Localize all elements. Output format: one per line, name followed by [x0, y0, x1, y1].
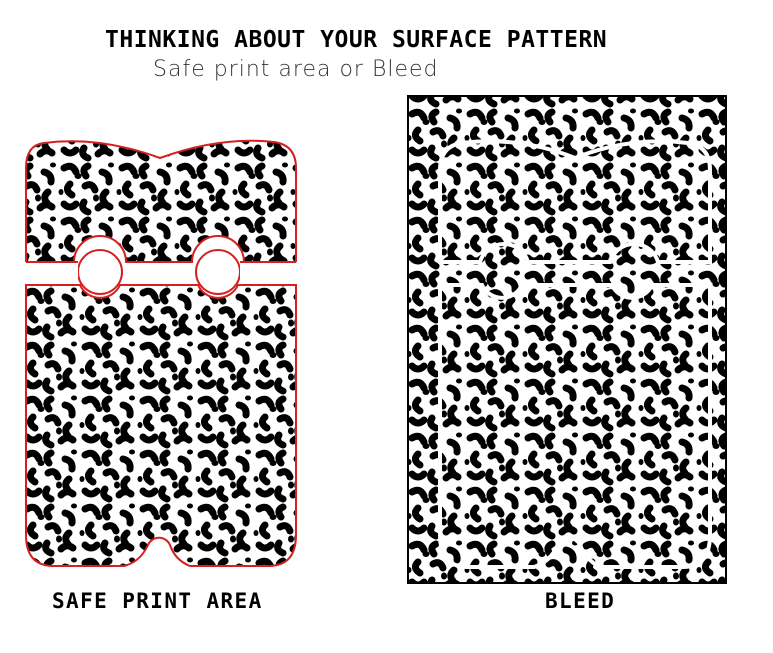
page-title: THINKING ABOUT YOUR SURFACE PATTERN: [105, 27, 608, 53]
bleed-guide-top: [438, 139, 712, 264]
safe-area-bottom-section: [25, 284, 297, 567]
page-subtitle: Safe print area or Bleed: [153, 57, 439, 82]
right-gap: [240, 262, 300, 285]
bleed-pattern-area: [407, 95, 727, 584]
safe-area-top-section: [25, 139, 297, 263]
safe-print-area-caption: SAFE PRINT AREA: [52, 589, 263, 613]
safe-print-area-panel: [22, 139, 300, 567]
right-notch-cutout: [195, 249, 241, 295]
left-notch-cutout: [77, 249, 123, 295]
bleed-guide-bottom: [438, 283, 712, 569]
bleed-caption: BLEED: [545, 589, 616, 613]
bleed-panel: [407, 95, 727, 584]
left-gap: [22, 262, 78, 285]
